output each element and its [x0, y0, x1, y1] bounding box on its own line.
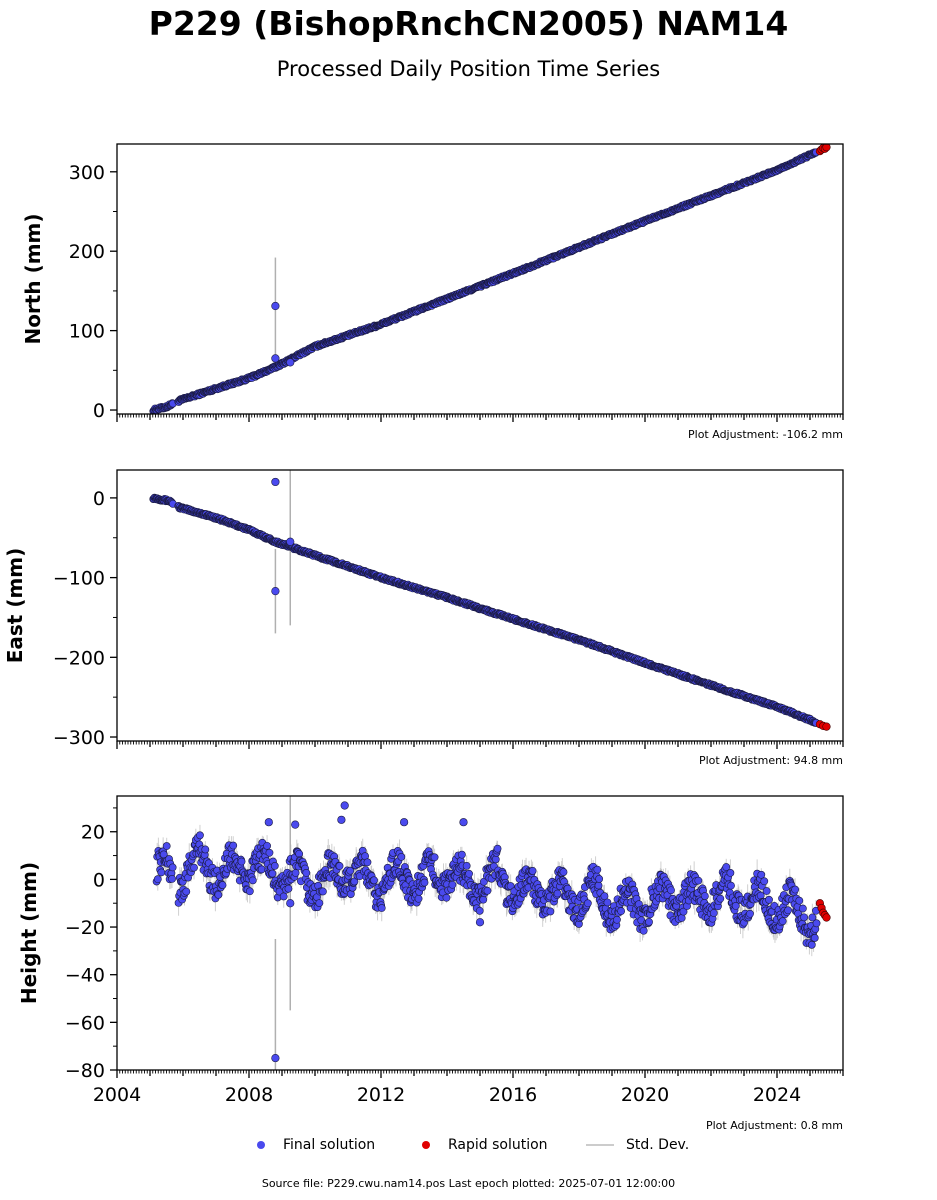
final-outlier-point	[271, 354, 280, 363]
y-tick-label: −300	[53, 727, 105, 749]
y-axis-label: North (mm)	[21, 213, 45, 344]
y-tick-label: 0	[93, 488, 105, 510]
final-outlier-point	[271, 587, 280, 596]
final-outlier-point	[286, 358, 295, 367]
y-tick-label: 300	[69, 162, 105, 184]
y-tick-label: 200	[69, 241, 105, 263]
panel-1: 0 100 200 300 North (mm) Plot Adjustment: -10…	[21, 143, 844, 441]
y-tick-label: 100	[69, 321, 105, 343]
rapid-point	[822, 144, 831, 152]
chart-title: P229 (BishopRnchCN2005) NAM14	[148, 4, 789, 43]
chart-subtitle: Processed Daily Position Time Series	[276, 57, 661, 81]
y-tick-label: −100	[53, 568, 105, 590]
plot-adjustment-note: Plot Adjustment: -106.2 mm	[688, 428, 843, 441]
rapid-point	[822, 722, 831, 731]
final-outlier-point	[271, 477, 280, 487]
y-tick-label: −200	[53, 647, 105, 669]
final-outlier-point	[286, 537, 295, 546]
plot-area	[149, 470, 831, 731]
plot-area	[149, 144, 831, 414]
y-tick-label: 0	[93, 400, 105, 422]
final-outlier-point	[271, 301, 280, 311]
